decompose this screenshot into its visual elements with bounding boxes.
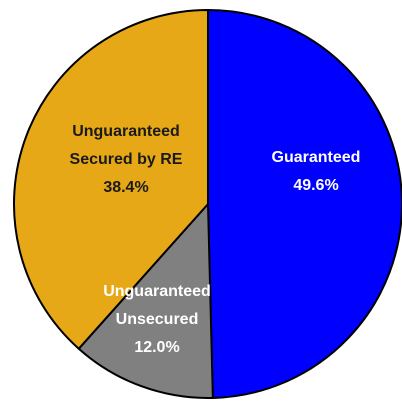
value-label: 12.0% [134, 339, 179, 356]
slice-label: Unguaranteed [103, 283, 211, 300]
slice-label: Unguaranteed [72, 123, 180, 140]
slice-label: Secured by RE [70, 151, 183, 168]
pie-slice [207, 8, 402, 399]
slice-label: Guaranteed [272, 149, 361, 166]
slice-label: Unsecured [116, 311, 199, 328]
value-label: 49.6% [293, 177, 338, 194]
value-label: 38.4% [103, 179, 148, 196]
pie-slice [13, 8, 209, 351]
pie-slice [77, 201, 214, 399]
